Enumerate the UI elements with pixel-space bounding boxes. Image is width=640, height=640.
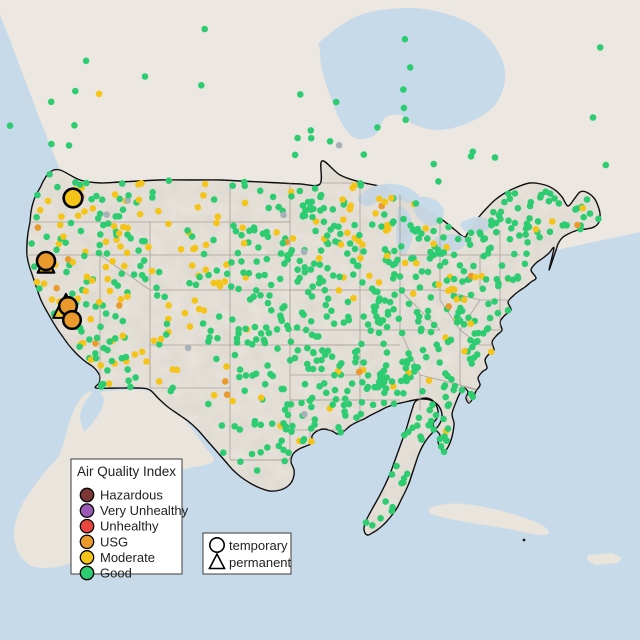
svg-text:USG: USG: [100, 534, 128, 549]
svg-text:temporary: temporary: [229, 538, 288, 553]
svg-text:permanent: permanent: [229, 555, 292, 570]
svg-text:Unhealthy: Unhealthy: [100, 519, 159, 534]
svg-text:Good: Good: [100, 566, 132, 581]
svg-text:Hazardous: Hazardous: [100, 488, 163, 503]
svg-text:Air Quality Index: Air Quality Index: [77, 464, 176, 479]
svg-text:Very Unhealthy: Very Unhealthy: [100, 503, 189, 518]
svg-text:Moderate: Moderate: [100, 550, 155, 565]
